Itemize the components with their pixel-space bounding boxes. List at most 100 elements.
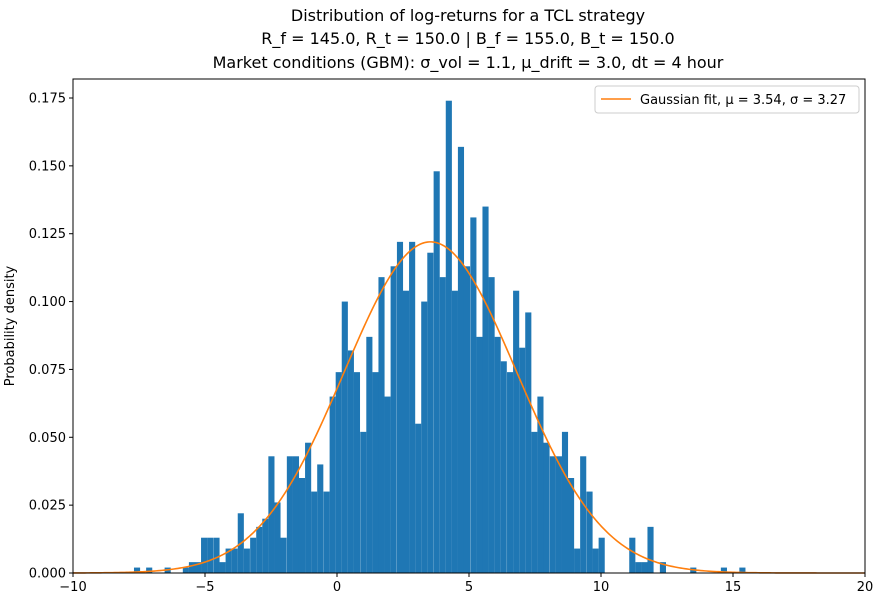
histogram-bar [378,277,385,573]
gaussian-fit-layer [72,241,865,574]
histogram-bar [286,456,293,573]
histogram-bar [182,567,189,573]
histogram-bar [225,548,232,573]
histogram-bar [500,361,507,573]
y-tick-label: 0.125 [29,227,66,242]
histogram-bars [133,100,746,574]
y-tick-label: 0.175 [29,92,66,107]
y-axis-label: Probability density [3,265,18,386]
histogram-bar [231,548,238,573]
histogram-bar [274,502,281,573]
histogram-bar [201,537,208,573]
histogram-bar [561,431,569,573]
histogram-bar [555,456,562,573]
histogram-bar [549,456,556,573]
x-tick-label: −5 [195,580,214,595]
histogram-bar [409,241,416,574]
histogram-bar [482,206,489,573]
histogram-bar [543,442,550,573]
histogram-bar [439,277,446,573]
histogram-bar [188,562,196,573]
histogram-bar [347,350,354,573]
histogram-bar [396,241,404,574]
histogram-bar [580,456,587,573]
legend-label: Gaussian fit, μ = 3.54, σ = 3.27 [640,93,846,108]
histogram-bar [146,567,153,573]
x-tick-label: 5 [465,580,473,595]
chart-title-line-1: Distribution of log-returns for a TCL st… [291,6,645,25]
y-tick-label: 0.050 [29,431,66,446]
histogram-bar [250,537,257,573]
chart-title-line-2: R_f = 145.0, R_t = 150.0 | B_f = 155.0, … [261,29,674,49]
histogram-bar [720,567,727,573]
histogram-bar [739,567,746,573]
y-tick-label: 0.025 [29,499,66,514]
histogram-bar [457,146,465,574]
histogram-bar [256,526,263,573]
histogram-bar [280,537,287,573]
histogram-bar [305,442,312,573]
histogram-bar [470,217,477,573]
histogram-bar [133,567,141,573]
histogram-bar [298,478,306,573]
histogram-bar [403,290,410,573]
x-tick-label: 20 [857,580,874,595]
histogram-bar [574,548,581,573]
histogram-bar [629,537,636,573]
x-tick-label: 0 [333,580,341,595]
histogram-bar [647,526,654,573]
histogram-bar [366,336,373,573]
histogram-bar [329,396,336,573]
legend: Gaussian fit, μ = 3.54, σ = 3.27 [594,85,860,114]
histogram-bar [372,372,379,573]
gaussian-fit-line [72,241,865,574]
histogram-bar [635,562,642,573]
histogram-bar [592,548,599,573]
histogram-bar [476,336,483,573]
histogram-bar [207,537,214,573]
histogram-bar [384,396,391,573]
histogram-bar [219,562,226,573]
histogram-bar [335,372,342,573]
y-tick-label: 0.100 [29,295,66,310]
histogram-bar [292,456,300,573]
y-tick-label: 0.150 [29,159,66,174]
histogram-bar [311,491,318,573]
histogram-bar [568,478,575,573]
y-tick-label: 0.000 [29,567,66,582]
histogram-bar [268,456,275,573]
x-tick-label: 10 [593,580,610,595]
histogram-bar [415,423,422,573]
histogram-bar [421,301,428,573]
axes-frame [72,78,866,574]
histogram-bar [451,290,458,573]
histogram-bar [531,431,538,573]
histogram-bar [494,336,501,573]
axis-ticks: −10 −5 0 5 10 15 20 0.000 0.025 0.050 0.075 0.100 0.… [29,92,873,596]
histogram-bar [519,347,526,573]
histogram-bar [445,100,452,574]
histogram-bar [353,372,361,573]
histogram-bar [243,548,250,573]
histogram-bar [323,491,330,573]
x-tick-label: 15 [725,580,742,595]
histogram-bar [463,266,471,573]
histogram-bar [194,562,202,573]
histogram-bar [659,562,666,573]
histogram-bar [390,266,397,573]
histogram-bar [341,301,348,573]
legend-box [594,85,860,114]
histogram-bar [213,537,220,573]
histogram-bar [598,537,605,573]
histogram-bar [427,252,434,573]
histogram-bar [641,562,648,573]
histogram-bar [507,372,514,573]
histogram-bar [433,171,440,574]
histogram-bar [586,491,593,573]
histogram-bar [360,431,367,573]
histogram-bar [537,396,544,573]
histogram-bar [262,518,269,573]
histogram-bar [525,312,532,573]
y-tick-label: 0.075 [29,363,66,378]
histogram-bar [317,464,324,573]
